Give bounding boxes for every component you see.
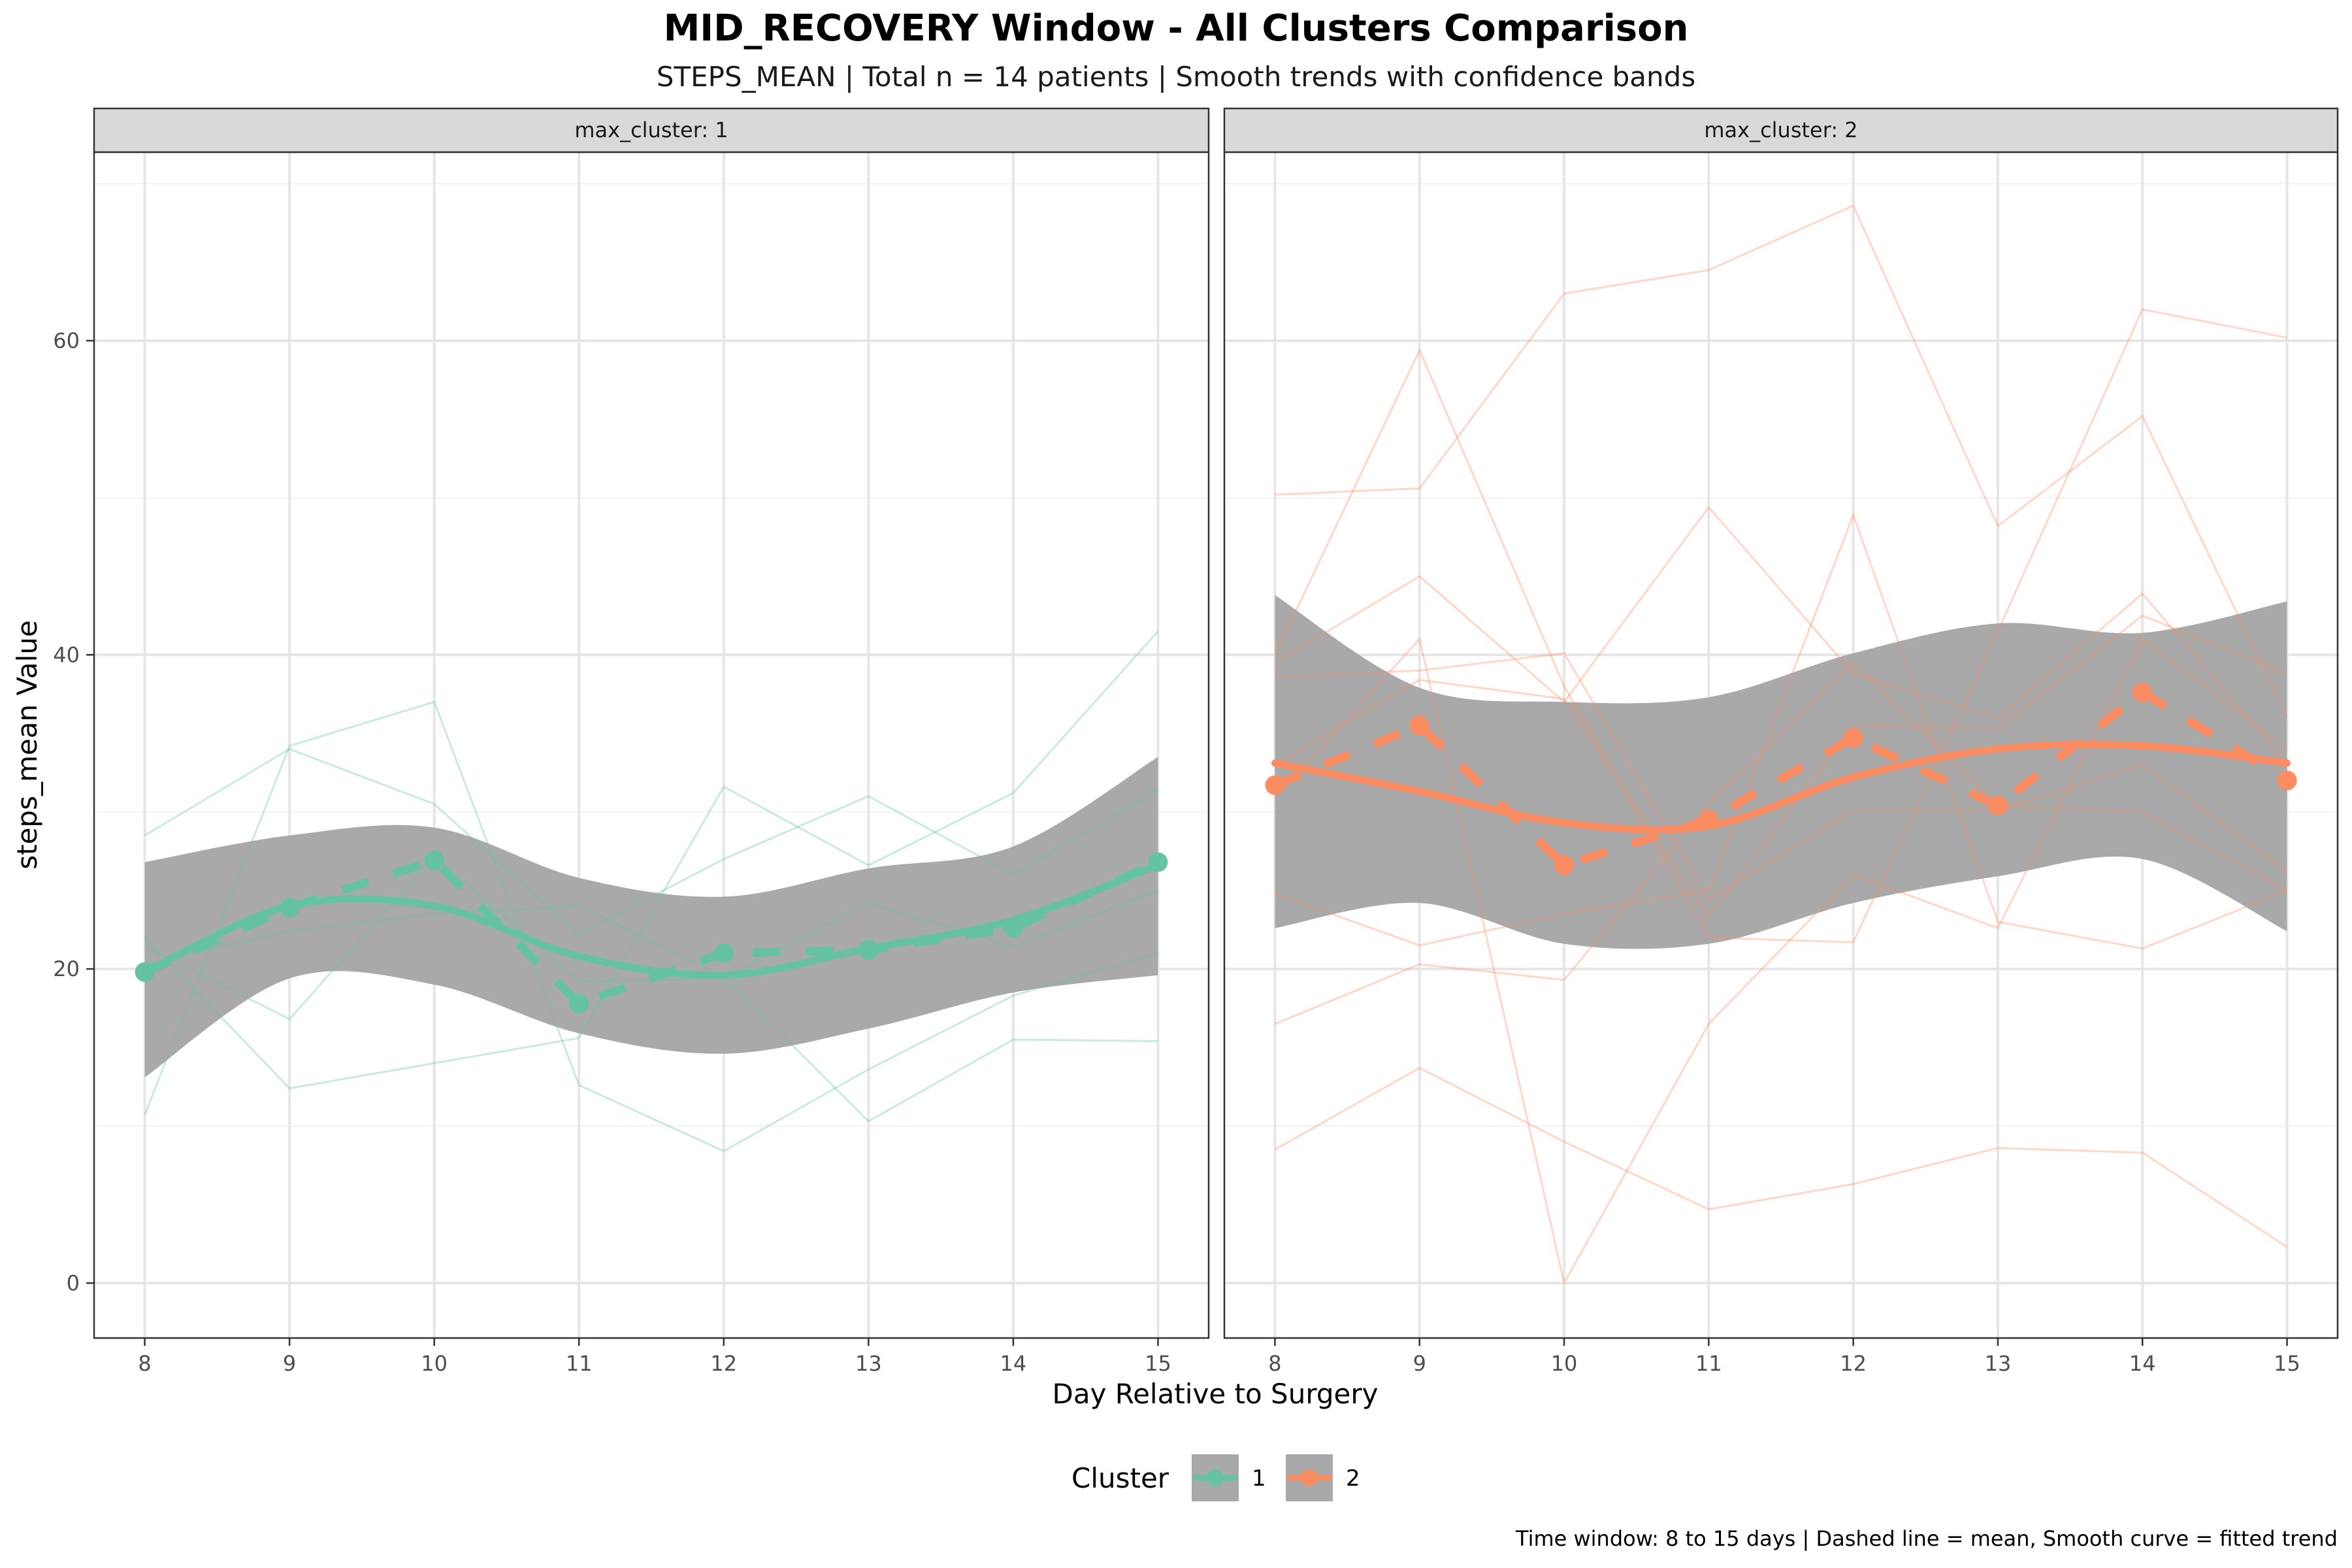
trend-line	[1271, 741, 2291, 834]
mean-point-day-11	[1699, 809, 1719, 830]
panel-1-mean-points	[135, 851, 1168, 1013]
patient-line-7	[1274, 637, 2288, 1286]
patient-line-4	[1274, 512, 2288, 950]
x-tick-label: 15	[1145, 1351, 1171, 1376]
x-tick-label: 14	[1000, 1351, 1027, 1376]
mean-point-day-14	[2132, 682, 2153, 702]
confidence-band	[144, 757, 1158, 1077]
x-tick-label: 11	[1695, 1351, 1722, 1376]
panel-2-strip-label: max_cluster: 2	[1704, 118, 1857, 142]
mean-point-day-9	[1409, 715, 1429, 736]
x-tick-label: 12	[1840, 1351, 1867, 1376]
mean-point-day-10	[424, 851, 444, 871]
panel-1-strip	[93, 107, 1210, 154]
x-tick-label: 10	[1551, 1351, 1578, 1376]
mean-line	[1273, 687, 2289, 870]
chart-caption: Time window: 8 to 15 days | Dashed line …	[1515, 1526, 2338, 1551]
patient-line-5	[144, 905, 1158, 1123]
panel-1-x-axis: 8 9 10 11 12 13 14 15	[138, 1338, 1171, 1376]
legend: Cluster 1 2	[1071, 1454, 1360, 1501]
panel-2: max_cluster: 2 8 9 10 11 12 13 14 15	[1223, 107, 2339, 1376]
legend-label-cluster-1: 1	[1252, 1465, 1266, 1492]
patient-line-5	[1274, 661, 2288, 1025]
patient-line-2	[1274, 308, 2287, 943]
legend-key-cluster-1: 1	[1192, 1454, 1266, 1501]
x-tick-label: 13	[855, 1351, 882, 1376]
panel-2-trend-line	[1271, 741, 2291, 834]
patient-line-1	[144, 747, 1159, 936]
panel-1-confidence-band	[144, 757, 1158, 1077]
mean-point-day-12	[1843, 728, 1863, 748]
x-axis-title: Day Relative to Surgery	[1053, 1378, 1379, 1410]
chart-title: MID_RECOVERY Window - All Clusters Compa…	[664, 7, 1689, 50]
x-tick-label: 9	[1413, 1351, 1426, 1376]
panel-1: max_cluster: 1 8 9 10 11 12 13 14 15	[93, 107, 1210, 1376]
mean-point-day-11	[569, 993, 589, 1013]
panel-1-trend-line	[141, 861, 1162, 979]
mean-point-day-8	[1265, 775, 1285, 795]
trend-line	[141, 861, 1162, 979]
panel-1-background	[94, 152, 1209, 1338]
panel-2-border	[1223, 151, 2339, 1339]
x-tick-label: 14	[2129, 1351, 2156, 1376]
x-tick-label: 10	[421, 1351, 448, 1376]
legend-key-1-point	[1207, 1469, 1224, 1486]
panel-1-strip-label: max_cluster: 1	[574, 118, 728, 142]
mean-point-day-13	[858, 940, 879, 960]
panel-1-border	[93, 151, 1210, 1339]
mean-point-day-9	[280, 898, 300, 918]
x-tick-label: 8	[1268, 1351, 1281, 1376]
legend-label-cluster-2: 2	[1346, 1465, 1360, 1492]
patient-line-9	[1274, 614, 2288, 919]
panel-2-patient-lines	[1274, 204, 2288, 1286]
panel-2-mean-points	[1265, 682, 2297, 875]
legend-key-2-point	[1301, 1469, 1318, 1486]
y-tick-label: 20	[53, 956, 80, 981]
panel-2-x-axis: 8 9 10 11 12 13 14 15	[1268, 1338, 2300, 1376]
legend-title: Cluster	[1071, 1462, 1169, 1494]
patient-line-1	[1275, 204, 2288, 719]
patient-line-2	[144, 630, 1159, 1090]
mean-point-day-12	[713, 943, 734, 964]
x-tick-label: 8	[138, 1351, 151, 1376]
x-tick-label: 11	[566, 1351, 593, 1376]
x-tick-label: 12	[710, 1351, 737, 1376]
y-tick-label: 60	[53, 328, 80, 353]
y-axis: 0 20 40 60	[53, 328, 94, 1296]
x-tick-label: 13	[1985, 1351, 2012, 1376]
panel-2-strip	[1223, 107, 2339, 154]
mean-point-day-15	[1148, 852, 1168, 872]
x-tick-label: 9	[283, 1351, 296, 1376]
confidence-band	[1275, 595, 2287, 949]
mean-point-day-15	[2277, 770, 2297, 791]
chart-subtitle: STEPS_MEAN | Total n = 14 patients | Smo…	[657, 61, 1695, 93]
panel-2-confidence-band	[1275, 595, 2287, 949]
mean-point-day-13	[1987, 796, 2008, 816]
y-tick-label: 40	[53, 642, 80, 667]
legend-key-cluster-2: 2	[1286, 1454, 1360, 1501]
mean-point-day-14	[1003, 918, 1023, 938]
mean-point-day-8	[135, 962, 155, 982]
patient-line-6	[1274, 1066, 2288, 1248]
patient-line-3	[1274, 505, 2288, 766]
patient-line-3	[144, 700, 1158, 1152]
panel-2-mean-line	[1273, 687, 2289, 870]
y-axis-title: steps_mean Value	[11, 620, 43, 870]
mean-point-day-10	[1554, 855, 1575, 875]
patient-line-8	[1275, 652, 2288, 902]
y-tick-label: 0	[67, 1271, 80, 1296]
x-tick-label: 15	[2274, 1351, 2300, 1376]
